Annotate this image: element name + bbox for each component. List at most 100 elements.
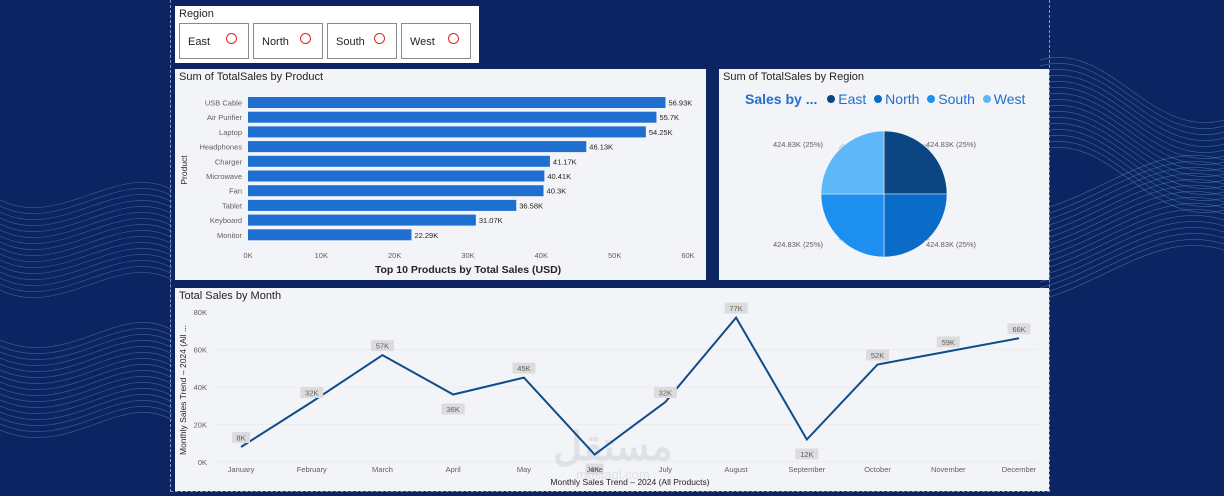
wave-line: [0, 334, 173, 360]
wave-line: [1039, 111, 1224, 177]
pie-slice-west: [820, 130, 885, 195]
data-label-box: [936, 336, 960, 348]
line-chart-panel: Total Sales by Month 0K 20K 40K 60K 80K مستقل…: [175, 288, 1049, 491]
category-label: Microwave: [206, 172, 242, 181]
data-label: 22.29K: [414, 231, 438, 240]
bar: [248, 126, 646, 138]
legend-label: North: [885, 91, 920, 107]
watermark-logo: مستقل: [553, 425, 673, 469]
wave-line: [0, 400, 173, 426]
data-label: 66K: [1012, 325, 1025, 334]
x-axis-title: Monthly Sales Trend – 2024 (All Products…: [550, 477, 709, 487]
wave-line: [1039, 105, 1224, 171]
y-tick-label: 0K: [198, 458, 207, 467]
x-tick-label: September: [788, 465, 825, 474]
report-canvas-border: [170, 0, 1050, 492]
wave-line: [0, 272, 173, 298]
wave-line: [1039, 63, 1224, 129]
slicer-option-west[interactable]: West: [401, 23, 471, 59]
data-label: 41.17K: [553, 157, 577, 166]
x-tick-label: 40K: [535, 251, 548, 260]
data-label: 32K: [305, 389, 318, 398]
data-label: 54.25K: [649, 128, 673, 137]
wave-line: [1039, 239, 1224, 295]
data-label: 40.3K: [547, 187, 567, 196]
data-label: 32K: [659, 389, 672, 398]
pie-chart: 424.83K (25%) 424.83K (25%) 424.83K (25%) 4…: [773, 130, 977, 258]
bar-chart-title: Sum of TotalSales by Product: [179, 71, 324, 83]
legend-item-west[interactable]: West: [982, 91, 1025, 107]
wave-line: [1039, 245, 1224, 301]
wave-line: [0, 188, 173, 214]
bar-chart: 0K 10K 20K 30K 40K 50K 60K USB Cable 56.93K Air P…: [179, 97, 695, 276]
wave-line: [0, 236, 173, 262]
leader-line: [923, 239, 930, 242]
wave-line: [0, 224, 173, 250]
wave-line: [0, 218, 173, 244]
legend-label: South: [938, 91, 975, 107]
data-label-box: [512, 362, 536, 374]
wave-line: [0, 206, 173, 232]
y-tick-label: 60K: [194, 346, 207, 355]
bar: [248, 170, 545, 182]
legend-dot-icon: [927, 95, 936, 103]
wave-line: [1039, 57, 1224, 123]
wave-line: [1039, 135, 1224, 201]
wave-line: [1039, 87, 1224, 153]
x-tick-label: 10K: [315, 251, 328, 260]
bar: [248, 185, 544, 197]
wave-line: [0, 328, 173, 354]
data-label-box: [724, 302, 748, 314]
category-label: Headphones: [199, 143, 242, 152]
data-label: 36.58K: [519, 201, 543, 210]
wave-line: [0, 352, 173, 378]
slicer-option-label: North: [262, 36, 289, 48]
pie-data-label: 424.83K (25%): [926, 140, 977, 149]
radio-icon: [226, 33, 237, 44]
data-label-box: [866, 349, 890, 361]
wave-line: [0, 394, 173, 420]
x-tick-label: 20K: [388, 251, 401, 260]
sales-line: [240, 315, 1020, 456]
wave-line: [1039, 227, 1224, 283]
data-label: 52K: [871, 351, 884, 360]
wave-line: [0, 346, 173, 372]
line-chart-title: Total Sales by Month: [179, 290, 282, 302]
data-label-box: [370, 340, 394, 352]
wave-line: [1039, 117, 1224, 183]
wave-line: [1039, 99, 1224, 165]
pie-data-label: 424.83K (25%): [926, 240, 977, 249]
legend-item-south[interactable]: South: [927, 91, 975, 107]
slicer-option-south[interactable]: South: [327, 23, 397, 59]
leader-line: [838, 143, 845, 149]
x-tick-label: 60K: [681, 251, 694, 260]
slicer-option-label: West: [410, 36, 435, 48]
x-tick-label: January: [228, 465, 255, 474]
x-tick-label: June: [587, 465, 603, 474]
leader-line: [923, 143, 930, 149]
legend-dot-icon: [827, 95, 836, 103]
legend-item-north[interactable]: North: [874, 91, 919, 107]
y-tick-label: 80K: [194, 308, 207, 317]
wave-line: [1039, 191, 1224, 247]
legend-label: East: [838, 91, 867, 107]
y-tick-label: 40K: [194, 383, 207, 392]
slicer-option-east[interactable]: East: [179, 23, 249, 59]
data-label: 4K: [590, 465, 599, 474]
wave-line: [0, 230, 173, 256]
data-label-box: [441, 403, 465, 415]
x-tick-label: 30K: [461, 251, 474, 260]
x-tick-label: July: [659, 465, 673, 474]
legend-item-east[interactable]: East: [827, 91, 866, 107]
data-label: 12K: [800, 450, 813, 459]
legend-dot-icon: [874, 95, 883, 103]
data-label: 57K: [376, 342, 389, 351]
wave-line: [1039, 179, 1224, 235]
data-label: 56.93K: [668, 99, 692, 108]
wave-line: [1039, 203, 1224, 259]
wave-line: [1039, 173, 1224, 229]
data-label-box: [585, 463, 604, 475]
bar: [248, 111, 657, 123]
slicer-option-north[interactable]: North: [253, 23, 323, 59]
